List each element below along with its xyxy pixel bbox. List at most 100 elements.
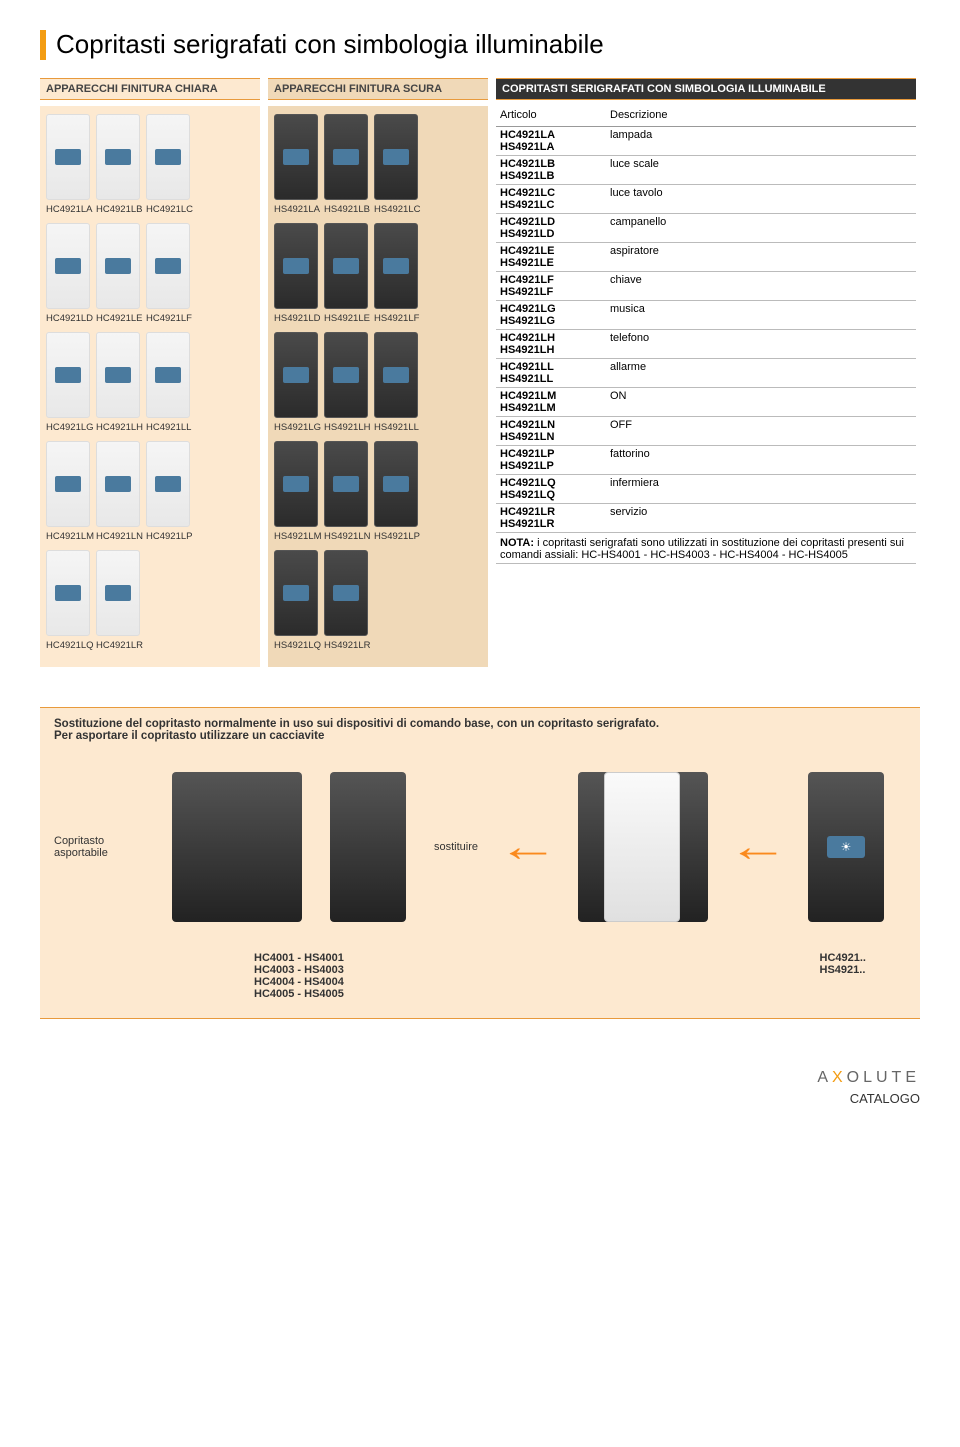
symbol-icon [55, 585, 81, 601]
table-row: HC4921LA HS4921LAlampada [496, 126, 916, 155]
symbol-icon [55, 476, 81, 492]
swatch-label: HS4921LH [324, 422, 368, 433]
symbol-icon [383, 149, 409, 165]
cell-articolo: HC4921LB HS4921LB [496, 155, 606, 184]
swatch-item [324, 550, 368, 636]
diagram-intro-line1: Sostituzione del copritasto normalmente … [54, 718, 906, 730]
swatch-item [146, 223, 190, 309]
spec-table: Articolo Descrizione HC4921LA HS4921LAla… [496, 106, 916, 564]
table-row: HC4921LP HS4921LPfattorino [496, 445, 916, 474]
table-row: HC4921LF HS4921LFchiave [496, 271, 916, 300]
symbol-icon [155, 367, 181, 383]
cell-articolo: HC4921LQ HS4921LQ [496, 474, 606, 503]
symbol-icon [155, 258, 181, 274]
cell-articolo: HC4921LM HS4921LM [496, 387, 606, 416]
symbol-icon [55, 258, 81, 274]
swatch-label: HC4921LQ [46, 640, 90, 651]
swatch-label: HS4921LP [374, 531, 418, 542]
swatch-item [96, 550, 140, 636]
swatch-label: HS4921LG [274, 422, 318, 433]
swatch-label: HS4921LC [374, 204, 418, 215]
symbol-icon [283, 258, 309, 274]
table-row: HC4921LC HS4921LCluce tavolo [496, 184, 916, 213]
cell-descrizione: infermiera [606, 474, 916, 503]
table-row: HC4921LQ HS4921LQinfermiera [496, 474, 916, 503]
swatch-label: HC4921LL [146, 422, 190, 433]
table-note-row: NOTA: i copritasti serigrafati sono util… [496, 532, 916, 563]
cell-articolo: HC4921LN HS4921LN [496, 416, 606, 445]
swatch-item [46, 223, 90, 309]
cell-descrizione: telefono [606, 329, 916, 358]
cell-articolo: HC4921LC HS4921LC [496, 184, 606, 213]
symbol-icon [105, 585, 131, 601]
module-illustration-1 [172, 772, 302, 922]
swatch-item [274, 550, 318, 636]
column-chiara: APPARECCHI FINITURA CHIARA HC4921LA HC492… [40, 78, 260, 667]
column-table: COPRITASTI SERIGRAFATI CON SIMBOLOGIA IL… [496, 78, 916, 667]
swatch-item [46, 114, 90, 200]
cell-descrizione: campanello [606, 213, 916, 242]
symbol-icon [105, 476, 131, 492]
cell-articolo: HC4921LR HS4921LR [496, 503, 606, 532]
swatch-label: HC4921LB [96, 204, 140, 215]
symbol-icon [55, 367, 81, 383]
note-label: NOTA: [500, 537, 537, 549]
diagram-panel: Copritasto asportabile sostituire ← ← ☀ [40, 752, 920, 952]
page-title: Copritasti serigrafati con simbologia il… [40, 30, 920, 60]
diagram-intro-line2: Per asportare il copritasto utilizzare u… [54, 730, 906, 742]
symbol-icon [333, 585, 359, 601]
swatch-label: HS4921LA [274, 204, 318, 215]
cell-articolo: HC4921LE HS4921LE [496, 242, 606, 271]
symbol-icon [383, 258, 409, 274]
callout-left: Copritasto asportabile [54, 835, 144, 859]
symbol-icon [283, 149, 309, 165]
swatch-item [324, 441, 368, 527]
table-note-cell: NOTA: i copritasti serigrafati sono util… [496, 532, 916, 563]
symbol-icon [155, 476, 181, 492]
symbol-icon [105, 258, 131, 274]
swatch-label: HS4921LN [324, 531, 368, 542]
swatch-item [324, 332, 368, 418]
swatch-item [274, 441, 318, 527]
symbol-icon [105, 367, 131, 383]
swatch-label: HS4921LF [374, 313, 418, 324]
cell-articolo: HC4921LP HS4921LP [496, 445, 606, 474]
swatch-item [96, 114, 140, 200]
swatch-item [46, 441, 90, 527]
symbol-icon [333, 476, 359, 492]
keycap-symbol-illustration: ☀ [808, 772, 884, 922]
table-row: HC4921LE HS4921LEaspiratore [496, 242, 916, 271]
table-row: HC4921LR HS4921LRservizio [496, 503, 916, 532]
swatch-label: HC4921LP [146, 531, 190, 542]
footer-label: CATALOGO [40, 1091, 920, 1106]
cell-articolo: HC4921LG HS4921LG [496, 300, 606, 329]
brand-logo: AXOLUTE [40, 1069, 920, 1087]
table-row: HC4921LN HS4921LNOFF [496, 416, 916, 445]
symbol-icon [283, 585, 309, 601]
symbol-icon [333, 367, 359, 383]
symbol-icon [283, 476, 309, 492]
swatch-item [274, 114, 318, 200]
cell-descrizione: luce tavolo [606, 184, 916, 213]
swatch-label: HS4921LE [324, 313, 368, 324]
swatch-label: HC4921LA [46, 204, 90, 215]
swatch-label: HC4921LF [146, 313, 190, 324]
cell-descrizione: musica [606, 300, 916, 329]
swatch-item [46, 332, 90, 418]
swatch-item [374, 223, 418, 309]
swatch-label: HC4921LD [46, 313, 90, 324]
main-columns: APPARECCHI FINITURA CHIARA HC4921LA HC492… [40, 78, 920, 667]
keycap-dark-illustration [330, 772, 406, 922]
swatch-label: HC4921LG [46, 422, 90, 433]
cell-articolo: HC4921LA HS4921LA [496, 126, 606, 155]
codes-right: HC4921.. HS4921.. [820, 952, 866, 1000]
codes-left: HC4001 - HS4001 HC4003 - HS4003 HC4004 -… [254, 952, 344, 1000]
symbol-icon [55, 149, 81, 165]
swatch-label: HS4921LB [324, 204, 368, 215]
cell-descrizione: servizio [606, 503, 916, 532]
symbol-icon [383, 367, 409, 383]
header-chiara: APPARECCHI FINITURA CHIARA [40, 78, 260, 100]
diagram-intro: Sostituzione del copritasto normalmente … [40, 707, 920, 752]
swatch-item [96, 441, 140, 527]
swatch-item [374, 332, 418, 418]
